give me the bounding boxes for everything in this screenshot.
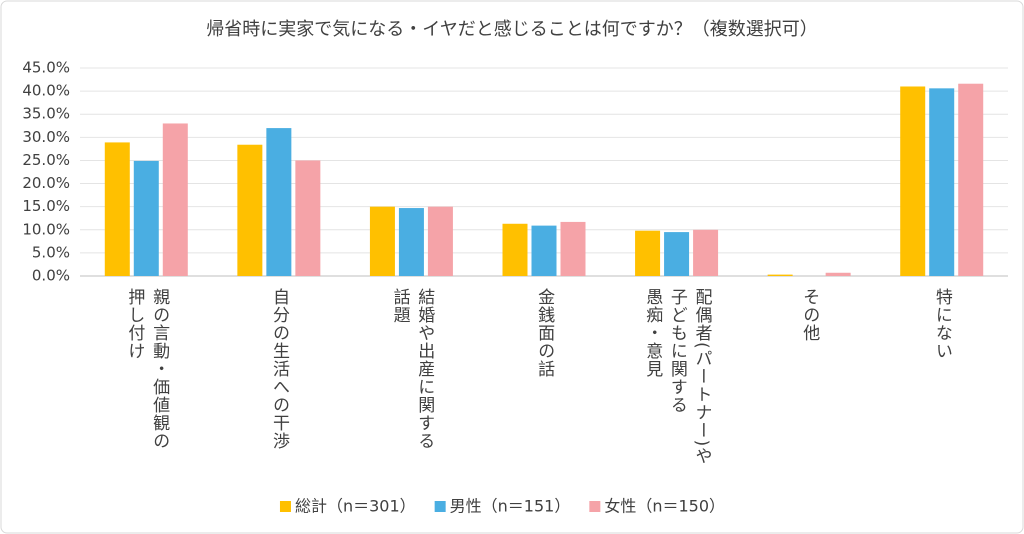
x-tick-label: 特にない (931, 288, 952, 360)
bar (767, 274, 793, 276)
bar (133, 160, 159, 276)
y-tick-label: 45.0% (22, 59, 70, 77)
bar (664, 232, 690, 276)
y-tick-label: 40.0% (22, 82, 70, 100)
bar (635, 230, 661, 276)
y-tick-label: 30.0% (22, 128, 70, 146)
bar (502, 223, 528, 276)
bar (162, 123, 188, 276)
bar (560, 221, 586, 276)
bar (237, 144, 263, 276)
x-tick-label: 自分の生活への干渉 (268, 288, 289, 450)
bar (825, 272, 851, 276)
x-tick-label: 親の言動・価値観の 押し付け (124, 288, 170, 450)
bar (900, 86, 926, 276)
bar (398, 208, 424, 276)
bar (693, 229, 719, 276)
bar (369, 206, 395, 276)
bar (295, 160, 321, 276)
x-tick-label: 配偶者(パートナー)や 子どもに関する 愚痴・意見 (642, 288, 712, 466)
bar (929, 88, 955, 277)
bar (958, 83, 984, 277)
bar (104, 142, 130, 276)
bar (427, 206, 453, 276)
legend-label: 総計（n＝301） (295, 497, 416, 516)
x-tick-label: 結婚や出産に関する 話題 (389, 288, 435, 450)
y-tick-label: 35.0% (22, 105, 70, 123)
y-tick-label: 5.0% (32, 243, 70, 261)
y-tick-label: 10.0% (22, 220, 70, 238)
legend-label: 女性（n＝150） (604, 497, 725, 516)
legend-swatch (589, 501, 601, 512)
legend-label: 男性（n＝151） (450, 497, 571, 516)
legend-swatch (434, 501, 446, 512)
y-tick-label: 25.0% (22, 151, 70, 169)
y-tick-label: 20.0% (22, 174, 70, 192)
bar (531, 225, 557, 276)
y-tick-label: 0.0% (32, 267, 70, 285)
y-tick-label: 15.0% (22, 197, 70, 215)
x-tick-label: その他 (799, 288, 820, 342)
chart-title: 帰省時に実家で気になる・イヤだと感じることは何ですか？（複数選択可） (206, 19, 817, 40)
legend-swatch (279, 501, 291, 512)
bar (266, 128, 292, 276)
x-tick-label: 金銭面の話 (534, 288, 555, 378)
